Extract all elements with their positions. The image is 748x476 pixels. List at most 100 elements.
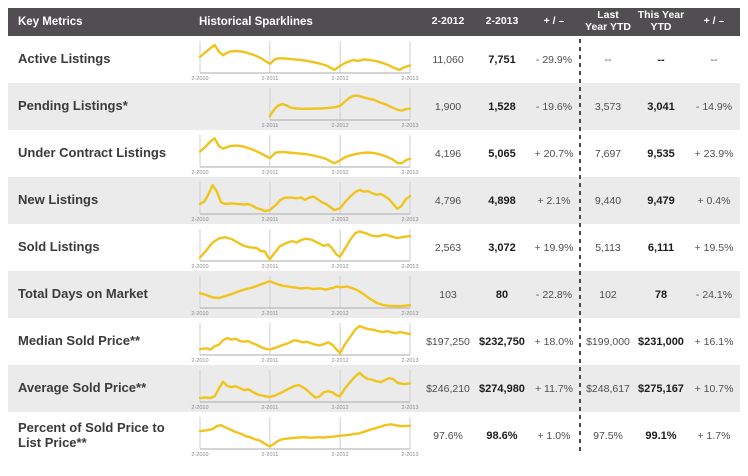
- value-this-year-ytd: 3,041: [647, 100, 675, 113]
- value-change: - 19.6%: [535, 100, 573, 113]
- svg-text:2-2013: 2-2013: [401, 264, 418, 270]
- value-2013: $274,980: [479, 382, 525, 395]
- value-2013: 80: [495, 288, 509, 301]
- value-ytd-change: - 14.9%: [695, 100, 733, 113]
- value-2012: $246,210: [426, 382, 470, 395]
- svg-text:2-2013: 2-2013: [401, 170, 418, 176]
- svg-text:2-2013: 2-2013: [401, 452, 418, 458]
- svg-text:2-2011: 2-2011: [262, 264, 279, 270]
- key-metrics-report: Key Metrics Historical Sparklines 2-2012…: [8, 8, 740, 459]
- value-2012: $197,250: [426, 335, 470, 348]
- value-2012: 103: [439, 288, 457, 301]
- value-change: - 29.9%: [535, 53, 573, 66]
- value-this-year-ytd: $275,167: [638, 382, 684, 395]
- svg-text:2-2013: 2-2013: [401, 76, 418, 82]
- value-last-year-ytd: 5,113: [595, 241, 621, 254]
- sparkline-chart: 2-2010 2-2011 2-2012 2-2013: [190, 412, 419, 459]
- value-change: + 19.9%: [534, 241, 574, 254]
- header-historical-sparklines: Historical Sparklines: [199, 15, 313, 28]
- svg-text:2-2010: 2-2010: [191, 358, 208, 364]
- metric-label: Average Sold Price**: [18, 380, 147, 396]
- svg-text:2-2010: 2-2010: [191, 217, 208, 223]
- value-last-year-ytd: 102: [599, 288, 617, 301]
- value-last-year-ytd: $248,617: [586, 382, 630, 395]
- svg-text:2-2011: 2-2011: [262, 217, 279, 223]
- svg-text:2-2013: 2-2013: [401, 405, 418, 411]
- svg-text:2-2010: 2-2010: [191, 452, 208, 458]
- svg-text:2-2013: 2-2013: [401, 311, 418, 317]
- svg-text:2-2011: 2-2011: [262, 311, 279, 317]
- svg-text:2-2010: 2-2010: [191, 264, 208, 270]
- sparkline-chart: 2-2010 2-2011 2-2012 2-2013: [190, 177, 419, 224]
- svg-text:2-2012: 2-2012: [332, 405, 349, 411]
- value-last-year-ytd: $199,000: [586, 335, 630, 348]
- svg-text:2-2012: 2-2012: [332, 311, 349, 317]
- value-this-year-ytd: 99.1%: [645, 429, 677, 442]
- value-this-year-ytd: 9,479: [647, 194, 675, 207]
- table-row-pending-listings: Pending Listings* 2-2011 2-2012 2-2013 1,9…: [8, 83, 740, 130]
- value-change: - 22.8%: [535, 288, 573, 301]
- header-key-metrics: Key Metrics: [18, 15, 83, 28]
- value-2013: 5,065: [488, 147, 516, 160]
- value-2013: 7,751: [488, 53, 516, 66]
- value-this-year-ytd: 9,535: [647, 147, 675, 160]
- table-header: Key Metrics Historical Sparklines 2-2012…: [8, 8, 740, 36]
- svg-text:2-2011: 2-2011: [262, 76, 279, 82]
- sparkline-chart: 2-2010 2-2011 2-2012 2-2013: [190, 224, 419, 271]
- value-ytd-change: + 10.7%: [694, 382, 734, 395]
- value-2012: 1,900: [434, 100, 462, 113]
- ytd-group-divider: [579, 39, 581, 452]
- sparkline-chart: 2-2010 2-2011 2-2012 2-2013: [190, 318, 419, 365]
- svg-text:2-2010: 2-2010: [191, 76, 208, 82]
- svg-text:2-2011: 2-2011: [262, 123, 279, 129]
- value-ytd-change: + 0.4%: [697, 194, 731, 207]
- header-last-year-ytd: Last Year YTD: [585, 9, 631, 33]
- sparkline-chart: 2-2010 2-2011 2-2012 2-2013: [190, 271, 419, 318]
- sparkline-chart: 2-2010 2-2011 2-2012 2-2013: [190, 36, 419, 83]
- svg-text:2-2011: 2-2011: [262, 452, 279, 458]
- svg-text:2-2013: 2-2013: [401, 217, 418, 223]
- table-row-sold-listings: Sold Listings 2-2010 2-2011 2-2012 2-2013 2…: [8, 224, 740, 271]
- value-2012: 97.6%: [433, 429, 463, 442]
- metric-label: Pending Listings*: [18, 98, 128, 114]
- table-row-average-sold-price: Average Sold Price** 2-2010 2-2011 2-2012 2…: [8, 365, 740, 412]
- metric-label: Sold Listings: [18, 239, 100, 255]
- metric-label: Active Listings: [18, 51, 111, 67]
- value-change: + 18.0%: [534, 335, 574, 348]
- value-ytd-change: + 19.5%: [694, 241, 734, 254]
- value-this-year-ytd: $231,000: [638, 335, 684, 348]
- svg-text:2-2011: 2-2011: [262, 358, 279, 364]
- svg-text:2-2010: 2-2010: [191, 170, 208, 176]
- value-change: + 2.1%: [537, 194, 571, 207]
- sparkline-chart: 2-2010 2-2011 2-2012 2-2013: [190, 130, 419, 177]
- table-row-total-days-on-market: Total Days on Market 2-2010 2-2011 2-2012 2…: [8, 271, 740, 318]
- table-row-under-contract-listings: Under Contract Listings 2-2010 2-2011 2-20…: [8, 130, 740, 177]
- svg-text:2-2011: 2-2011: [262, 170, 279, 176]
- value-last-year-ytd: 9,440: [594, 194, 622, 207]
- svg-text:2-2012: 2-2012: [332, 264, 349, 270]
- value-2012: 4,796: [434, 194, 462, 207]
- metric-label: Under Contract Listings: [18, 145, 167, 161]
- value-2013: 4,898: [488, 194, 516, 207]
- svg-text:2-2012: 2-2012: [332, 123, 349, 129]
- value-ytd-change: + 16.1%: [694, 335, 734, 348]
- value-this-year-ytd: 78: [654, 288, 668, 301]
- metric-label: Total Days on Market: [18, 286, 148, 302]
- value-last-year-ytd: 7,697: [594, 147, 622, 160]
- table-row-active-listings: Active Listings 2-2010 2-2011 2-2012 2-2013…: [8, 36, 740, 83]
- svg-text:2-2010: 2-2010: [191, 311, 208, 317]
- metric-label: New Listings: [18, 192, 99, 208]
- svg-text:2-2013: 2-2013: [401, 358, 418, 364]
- table-body: Active Listings 2-2010 2-2011 2-2012 2-2013…: [8, 36, 740, 459]
- table-row-new-listings: New Listings 2-2010 2-2011 2-2012 2-2013 4,…: [8, 177, 740, 224]
- header-this-year-ytd: This Year YTD: [637, 9, 685, 33]
- svg-text:2-2012: 2-2012: [332, 170, 349, 176]
- value-last-year-ytd: 3,573: [594, 100, 622, 113]
- svg-text:2-2012: 2-2012: [332, 76, 349, 82]
- header-ytd-change: + / –: [703, 15, 725, 28]
- svg-text:2-2012: 2-2012: [332, 358, 349, 364]
- value-2013: 1,528: [488, 100, 516, 113]
- value-change: + 11.7%: [534, 382, 574, 395]
- svg-text:2-2012: 2-2012: [332, 452, 349, 458]
- header-2-2012: 2-2012: [431, 15, 465, 28]
